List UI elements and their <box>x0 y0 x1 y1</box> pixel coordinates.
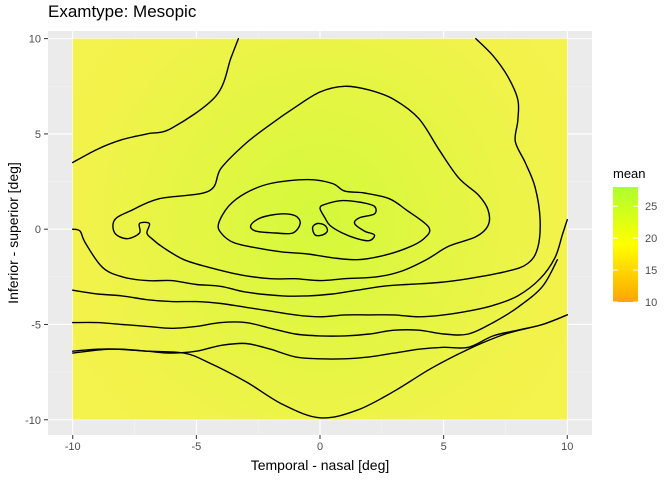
y-tick-label: 10 <box>29 34 41 46</box>
contour-line-c12 <box>72 314 568 419</box>
x-tick-label: -10 <box>65 441 81 453</box>
contour-lines <box>72 37 568 419</box>
x-tick-label: -5 <box>191 441 201 453</box>
x-axis-title: Temporal - nasal [deg] <box>251 457 390 473</box>
x-axis: -10 -5 0 5 10 <box>65 435 573 453</box>
legend-ticks: 10 15 20 25 <box>613 201 657 309</box>
x-tick-label: 0 <box>317 441 323 453</box>
contour-line-c11 <box>72 259 559 337</box>
mean-surface-gradient <box>72 38 568 420</box>
y-axis-title: Inferior - superior [deg] <box>5 162 21 304</box>
contour-line-c3 <box>217 178 431 261</box>
y-tick-label: 0 <box>35 224 41 236</box>
x-tick-label: 5 <box>441 441 447 453</box>
chart-title: Examtype: Mesopic <box>48 2 197 21</box>
legend-colorbar <box>613 187 638 302</box>
y-axis: -10 -5 0 5 10 <box>25 34 48 427</box>
legend-break-label: 15 <box>645 265 657 277</box>
color-legend: mean 10 15 20 25 <box>613 166 657 309</box>
legend-break-label: 10 <box>645 297 657 309</box>
legend-title: mean <box>613 166 646 181</box>
contour-line-c4 <box>319 199 377 242</box>
contour-line-c1 <box>249 213 301 235</box>
contour-line-c8 <box>72 219 568 318</box>
contour-line-c7 <box>72 37 541 297</box>
y-tick-label: -5 <box>31 319 41 331</box>
x-tick-label: 10 <box>561 441 573 453</box>
y-tick-label: -10 <box>25 415 41 427</box>
contour-line-c5 <box>112 85 491 282</box>
contour-line-c6 <box>72 37 240 164</box>
y-tick-label: 5 <box>35 129 41 141</box>
legend-break-label: 20 <box>645 233 657 245</box>
contour-line-c2 <box>311 222 329 237</box>
mean-surface <box>72 38 568 420</box>
legend-break-label: 25 <box>645 201 657 213</box>
